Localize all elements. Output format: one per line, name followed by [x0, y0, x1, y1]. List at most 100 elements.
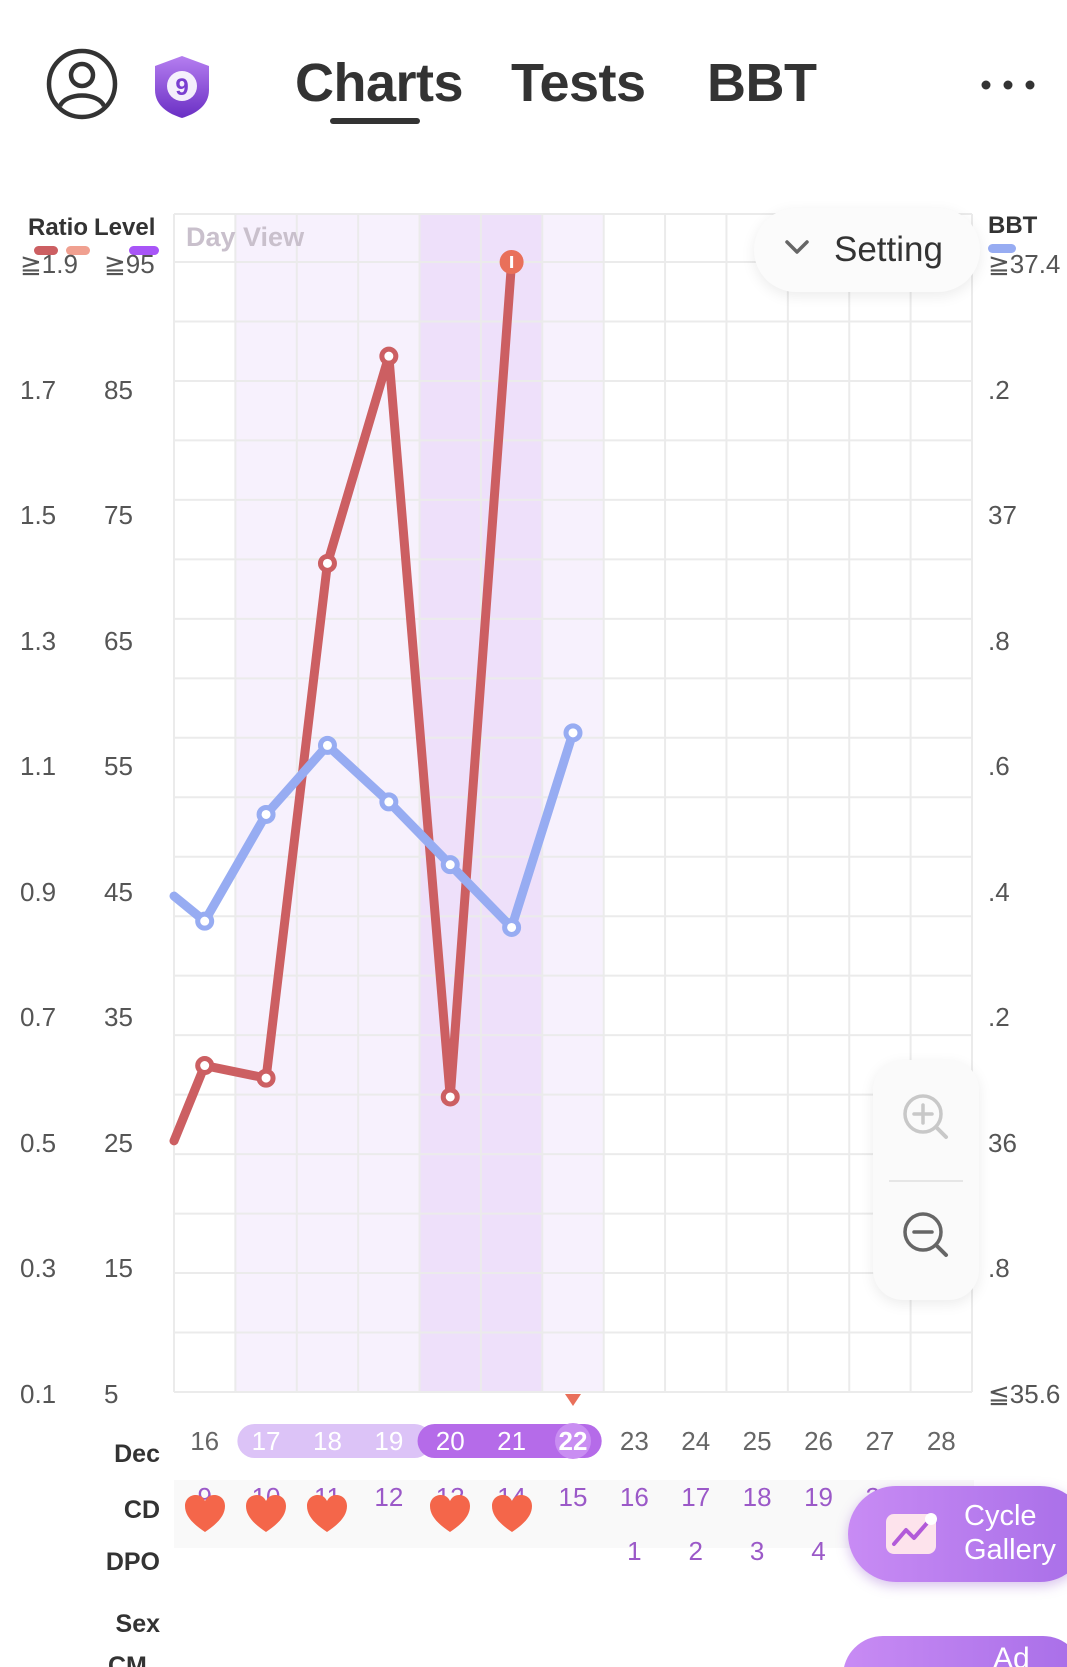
level-tick-label: 15: [104, 1253, 133, 1284]
setting-button[interactable]: Setting: [754, 208, 980, 292]
date-label: 18: [312, 1426, 342, 1456]
heart-icon[interactable]: [183, 1494, 227, 1534]
heart-icon[interactable]: [490, 1494, 534, 1534]
add-button-partial[interactable]: Ad: [843, 1636, 1067, 1667]
ratio-data-point: [440, 1087, 460, 1107]
bbt-data-point: [502, 917, 522, 937]
cycle-day-label: 18: [742, 1482, 772, 1512]
ratio-data-point: [379, 346, 399, 366]
dpo-label: 2: [688, 1536, 703, 1566]
row-label-cd: CD: [123, 1496, 160, 1524]
dpo-label: 4: [811, 1536, 826, 1566]
chevron-down-icon: [785, 240, 809, 254]
bbt-tick-label: .4: [988, 876, 1010, 907]
more-horizontal-icon[interactable]: [978, 70, 1038, 100]
level-tick-label: 45: [104, 876, 133, 907]
bbt-tick-label: .2: [988, 374, 1010, 405]
zoom-divider: [889, 1180, 963, 1182]
ratio-tick-label: ≧1.9: [20, 249, 78, 279]
sex-row-background: [174, 1480, 974, 1548]
row-label-cm: CM: [108, 1652, 147, 1667]
bbt-tick-label: .8: [988, 1253, 1010, 1284]
cycle-day-label: 16: [619, 1482, 649, 1512]
ratio-axis-title: Ratio: [28, 214, 88, 241]
level-tick-label: 65: [104, 625, 133, 656]
setting-label: Setting: [834, 230, 943, 269]
date-label: 19: [374, 1426, 404, 1456]
ratio-data-point: [195, 1056, 215, 1076]
user-circle-icon[interactable]: [46, 48, 118, 120]
zoom-out-icon[interactable]: [899, 1208, 953, 1262]
tab-bbt[interactable]: BBT: [707, 53, 817, 113]
level-tick-label: 5: [104, 1379, 119, 1409]
bbt-data-point: [195, 911, 215, 931]
zoom-controls: [873, 1060, 979, 1300]
date-label: 20: [435, 1426, 465, 1456]
ratio-tick-label: 0.7: [20, 1002, 57, 1033]
level-legend-swatch: [129, 246, 159, 255]
level-tick-label: 85: [104, 374, 133, 405]
today-date-circle: [555, 1423, 591, 1459]
cycle-day-label: 15: [558, 1482, 588, 1512]
bbt-data-point: [440, 855, 460, 875]
bbt-tick-label: .2: [988, 1002, 1010, 1033]
date-label: 28: [926, 1426, 956, 1456]
ratio-tick-label: 1.3: [20, 625, 57, 656]
cycle-day-label: 17: [681, 1482, 711, 1512]
date-label: 17: [251, 1426, 281, 1456]
zoom-in-icon[interactable]: [899, 1090, 953, 1144]
date-label: 24: [681, 1426, 711, 1456]
chart-canvas: [169, 213, 973, 1459]
day-view-label: Day View: [186, 222, 305, 252]
cycle-gallery-button[interactable]: Cycle Gallery: [848, 1486, 1067, 1582]
date-label: 23: [619, 1426, 649, 1456]
bbt-tick-label: ≧37.4: [988, 249, 1061, 279]
bbt-tick-label: ≦35.6: [988, 1379, 1061, 1409]
ovulation-date-pill: [417, 1424, 602, 1458]
heart-icon[interactable]: [428, 1494, 472, 1534]
date-label: 21: [497, 1426, 527, 1456]
date-label: 25: [742, 1426, 772, 1456]
row-label-sex: Sex: [115, 1610, 160, 1638]
ratio-data-point: [317, 553, 337, 573]
tab-tests[interactable]: Tests: [511, 53, 646, 113]
ratio-data-point: [256, 1068, 276, 1088]
level-badge[interactable]: 9: [151, 54, 213, 120]
bbt-data-point: [256, 804, 276, 824]
cycle-chart: Ratio Level BBT ≧1.9 1.7 1.5 1.3 1.1 0.9 0.7 0.…: [0, 200, 1067, 1667]
cycle-day-label: 12: [374, 1482, 404, 1512]
date-label: 27: [865, 1426, 895, 1456]
trend-chart-icon: [886, 1513, 937, 1554]
heart-icon[interactable]: [244, 1494, 288, 1534]
dpo-label: 1: [627, 1536, 642, 1566]
top-bar: 9 Charts Tests BBT: [0, 0, 1067, 170]
date-label: 26: [804, 1426, 833, 1456]
level-tick-label: 25: [104, 1127, 133, 1158]
add-button-label: Ad: [993, 1642, 1030, 1667]
level-tick-label: 55: [104, 751, 133, 782]
bbt-tick-label: 37: [988, 500, 1017, 531]
cycle-gallery-label-2: Gallery: [964, 1534, 1056, 1566]
tab-charts[interactable]: Charts: [295, 53, 464, 113]
bbt-tick-label: .6: [988, 751, 1010, 782]
ratio-legend-swatch: [34, 246, 58, 255]
ratio-tick-label: 0.1: [20, 1379, 57, 1409]
row-label-dpo: DPO: [105, 1548, 160, 1576]
level-tick-label: ≧95: [104, 249, 155, 279]
heart-icon[interactable]: [305, 1494, 349, 1534]
badge-number: 9: [175, 74, 188, 101]
date-label: 16: [190, 1426, 220, 1456]
ratio-tick-label: 1.5: [20, 500, 57, 531]
ratio-alt-legend-swatch: [66, 246, 90, 255]
ratio-tick-label: 0.9: [20, 876, 57, 907]
bbt-axis-title: BBT: [988, 212, 1038, 239]
ratio-tick-label: 1.1: [20, 751, 57, 782]
level-axis-title: Level: [94, 214, 156, 241]
ratio-tick-label: 1.7: [20, 374, 57, 405]
dpo-label: 3: [749, 1536, 765, 1566]
level-tick-label: 75: [104, 500, 133, 531]
bbt-data-point: [317, 735, 337, 755]
ratio-tick-label: 0.5: [20, 1127, 57, 1158]
bbt-tick-label: .8: [988, 625, 1010, 656]
today-marker: [565, 1394, 581, 1406]
